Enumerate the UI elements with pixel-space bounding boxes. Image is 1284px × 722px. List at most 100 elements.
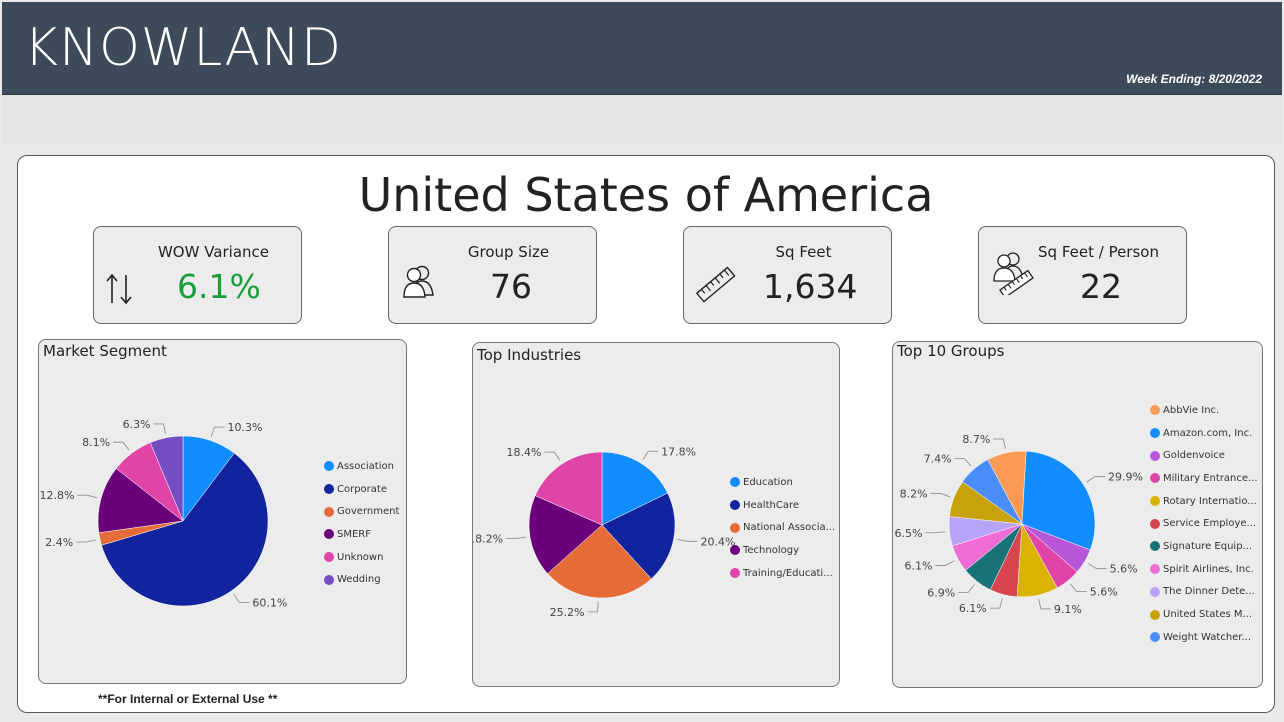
pie-slice-1[interactable] [601, 451, 668, 526]
pie-slice-6[interactable] [149, 435, 184, 522]
pie-slice-2[interactable] [101, 452, 269, 607]
top-10-groups-pie-chart[interactable]: 8.7% 29.9% 5.6% 5.6% 9.1% 6.1% 6.9% 6.1% 6.5% 8.2… [893, 342, 1262, 687]
pie-slice-11[interactable] [962, 459, 1023, 525]
pie-slice-2[interactable] [1021, 450, 1096, 551]
legend-label: Amazon.com, Inc. [1163, 427, 1253, 439]
legend-marker [1150, 450, 1160, 461]
legend-marker [324, 484, 334, 495]
kpi-card-sq-feet-per-person[interactable]: Sq Feet / Person 22 [978, 226, 1187, 324]
legend-marker [730, 477, 740, 488]
data-label: 18.4% [507, 446, 542, 459]
data-label-leader [113, 441, 130, 451]
usage-footnote: **For Internal or External Use ** [98, 692, 278, 706]
legend-item[interactable]: Weight Watcher... [1150, 626, 1258, 649]
legend-marker [324, 506, 334, 517]
legend-item[interactable]: Training/Educati... [730, 562, 835, 585]
legend-marker [730, 568, 740, 579]
kpi-value: 22 [1080, 267, 1122, 306]
legend-label: National Associa... [743, 522, 836, 534]
data-label: 25.2% [550, 606, 585, 619]
legend-item[interactable]: The Dinner Dete... [1150, 581, 1258, 604]
legend-label: Rotary Internatio... [1163, 495, 1257, 507]
data-label: 10.3% [227, 421, 262, 434]
data-label: 12.8% [39, 489, 74, 502]
legend-item[interactable]: Military Entrance... [1150, 467, 1258, 490]
legend-marker [324, 461, 334, 472]
header-bar: KNOWLAND Week Ending: 8/20/2022 [2, 2, 1282, 95]
legend-item[interactable]: Signature Equip... [1150, 535, 1258, 558]
data-label-leader [993, 438, 1006, 449]
filter-band [2, 95, 1282, 145]
legend-label: Education [743, 476, 793, 488]
legend-item[interactable]: AbbVie Inc. [1150, 399, 1258, 422]
data-label: 60.1% [252, 596, 287, 609]
data-label-leader [1086, 476, 1106, 483]
data-label-leader [77, 494, 98, 499]
up-down-arrows-icon [104, 265, 144, 309]
legend-item[interactable]: Government [324, 500, 399, 523]
data-label: 2.4% [45, 536, 73, 549]
pie-slice-4[interactable] [97, 468, 184, 533]
data-label-leader [1087, 563, 1107, 570]
pie-slice-4[interactable] [528, 495, 603, 574]
ruler-icon [694, 263, 738, 311]
legend-marker [324, 552, 334, 563]
kpi-card-sq-feet[interactable]: Sq Feet 1,634 [683, 226, 892, 324]
data-label-leader [958, 584, 975, 593]
legend-item[interactable]: Rotary Internatio... [1150, 490, 1258, 513]
legend-item[interactable]: Wedding [324, 568, 399, 591]
data-label: 8.7% [962, 433, 990, 446]
legend-item[interactable]: Association [324, 455, 399, 478]
top-industries-legend: Education HealthCare National Associa... Te… [730, 471, 835, 584]
legend-marker [1150, 473, 1160, 484]
data-label-leader [1038, 599, 1051, 610]
data-label: 5.6% [1090, 586, 1118, 599]
legend-label: Goldenvoice [1163, 450, 1225, 462]
data-label: 6.5% [894, 527, 922, 540]
legend-item[interactable]: Spirit Airlines, Inc. [1150, 558, 1258, 581]
legend-item[interactable]: HealthCare [730, 494, 835, 517]
data-label: 20.4% [700, 535, 735, 548]
data-label-leader [677, 539, 698, 542]
pie-slice-3[interactable] [547, 524, 652, 599]
week-ending-label: Week Ending: 8/20/2022 [1126, 72, 1262, 86]
panel-title: Top 10 Groups [897, 342, 1005, 360]
pie-slice-2[interactable] [601, 492, 676, 580]
market-segment-pie-chart[interactable]: 10.3% 60.1% 2.4% 12.8% 8.1% 6.3% [39, 340, 406, 683]
data-label-leader [153, 423, 166, 434]
legend-marker [1150, 609, 1160, 620]
top-10-groups-panel[interactable]: Top 10 Groups 8.7% 29.9% 5.6% 5.6% 9.1% 6.1% 6… [892, 341, 1263, 688]
legend-item[interactable]: National Associa... [730, 516, 835, 539]
legend-label: Association [337, 460, 394, 472]
data-label-leader [642, 450, 659, 460]
legend-marker [730, 545, 740, 556]
legend-label: The Dinner Dete... [1163, 586, 1255, 598]
market-segment-panel[interactable]: Market Segment 10.3% 60.1% 2.4% 12.8% 8.1% 6.… [38, 339, 407, 684]
legend-item[interactable]: Amazon.com, Inc. [1150, 422, 1258, 445]
legend-item[interactable]: Unknown [324, 546, 399, 569]
kpi-card-group-size[interactable]: Group Size 76 [388, 226, 597, 324]
top-industries-pie-chart[interactable]: 17.8% 20.4% 25.2% 18.2% 18.4% [473, 343, 839, 686]
legend-label: Signature Equip... [1163, 540, 1253, 552]
kpi-label: Sq Feet / Person [1038, 243, 1159, 261]
legend-item[interactable]: SMERF [324, 523, 399, 546]
legend-item[interactable]: Goldenvoice [1150, 444, 1258, 467]
data-label-leader [544, 451, 561, 461]
legend-item[interactable]: United States M... [1150, 603, 1258, 626]
kpi-card-wow-variance[interactable]: WOW Variance 6.1% [93, 226, 302, 324]
legend-item[interactable]: Technology [730, 539, 835, 562]
legend-item[interactable]: Service Employe... [1150, 512, 1258, 535]
data-label: 8.2% [900, 487, 928, 500]
top-industries-panel[interactable]: Top Industries 17.8% 20.4% 25.2% 18.2% 18.4%… [472, 342, 840, 687]
data-label-leader [930, 492, 951, 498]
legend-marker [730, 522, 740, 533]
data-label-leader [76, 539, 97, 543]
report-canvas: United States of America WOW Variance 6.… [17, 155, 1275, 713]
panel-title: Market Segment [43, 342, 167, 360]
data-label: 5.6% [1110, 563, 1138, 576]
data-label: 18.2% [473, 533, 503, 546]
legend-item[interactable]: Corporate [324, 478, 399, 501]
data-label-leader [935, 560, 955, 566]
legend-item[interactable]: Education [730, 471, 835, 494]
pie-slice-5[interactable] [534, 451, 603, 526]
